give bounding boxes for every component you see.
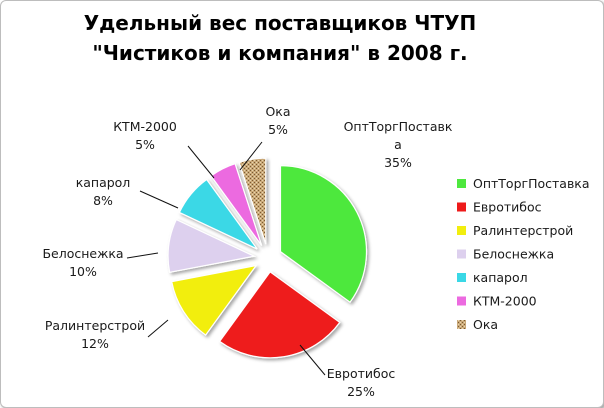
data-label-name-3: Ралинтерстрой (45, 318, 145, 333)
data-label-percent-4: 10% (69, 264, 97, 279)
data-label-name-1: а (394, 137, 402, 152)
data-label-percent-5: 8% (93, 193, 113, 208)
legend-label-5: капарол (473, 270, 528, 285)
data-label-percent-1: 35% (384, 155, 412, 170)
legend-label-7: Ока (473, 317, 498, 332)
leader-line-7 (239, 141, 263, 171)
leader-line-2 (299, 344, 326, 376)
data-label-percent-2: 25% (347, 384, 375, 399)
leader-line-4 (126, 252, 159, 259)
legend-label-2: Евротибос (473, 200, 542, 215)
data-label-name-7: Ока (265, 104, 290, 119)
data-label-name-2: Евротибос (327, 366, 396, 381)
legend-swatch-7 (457, 320, 466, 329)
data-labels: ОптТоргПоставк а 35% Евротибос 25% Ралинтерст… (42, 104, 452, 399)
legend-swatch-5 (457, 273, 466, 282)
pie-slice-6 (210, 162, 263, 246)
pie-slice-3 (171, 264, 258, 336)
pie-slice-5 (178, 178, 258, 250)
data-label-name-1: ОптТоргПоставк (344, 119, 453, 134)
data-label-percent-6: 5% (135, 137, 155, 152)
data-label-percent-3: 12% (81, 336, 109, 351)
leader-line-6 (187, 145, 215, 179)
pie-slice-2 (218, 270, 341, 359)
data-label-name-5: капарол (76, 175, 131, 190)
legend-label-1: ОптТоргПоставка (473, 176, 590, 191)
legend-swatch-6 (457, 296, 466, 306)
legend-label-6: КТМ-2000 (473, 294, 537, 309)
leader-line-5 (139, 190, 179, 209)
leader-lines (126, 141, 326, 376)
legend-swatch-3 (457, 226, 466, 235)
legend-label-3: Ралинтерстрой (473, 223, 573, 238)
pie-slice-1 (279, 165, 368, 304)
legend-label-4: Белоснежка (473, 247, 554, 262)
legend-swatch-4 (457, 249, 466, 259)
chart-title-line-2: "Чистиков и компания" в 2008 г. (92, 41, 467, 65)
pie-slice-7 (238, 157, 267, 245)
data-label-name-6: КТМ-2000 (113, 119, 177, 134)
chart-title-line-1: Удельный вес поставщиков ЧТУП (84, 11, 477, 35)
data-label-name-4: Белоснежка (42, 246, 123, 261)
pie-slices (167, 157, 368, 359)
legend-swatch-1 (457, 179, 466, 188)
data-label-percent-7: 5% (268, 122, 288, 137)
legend: ОптТоргПоставка Евротибос Ралинтерстрой Бел… (457, 176, 590, 332)
pie-slice-4 (167, 218, 257, 274)
leader-line-3 (147, 319, 169, 338)
legend-swatch-2 (457, 202, 466, 212)
